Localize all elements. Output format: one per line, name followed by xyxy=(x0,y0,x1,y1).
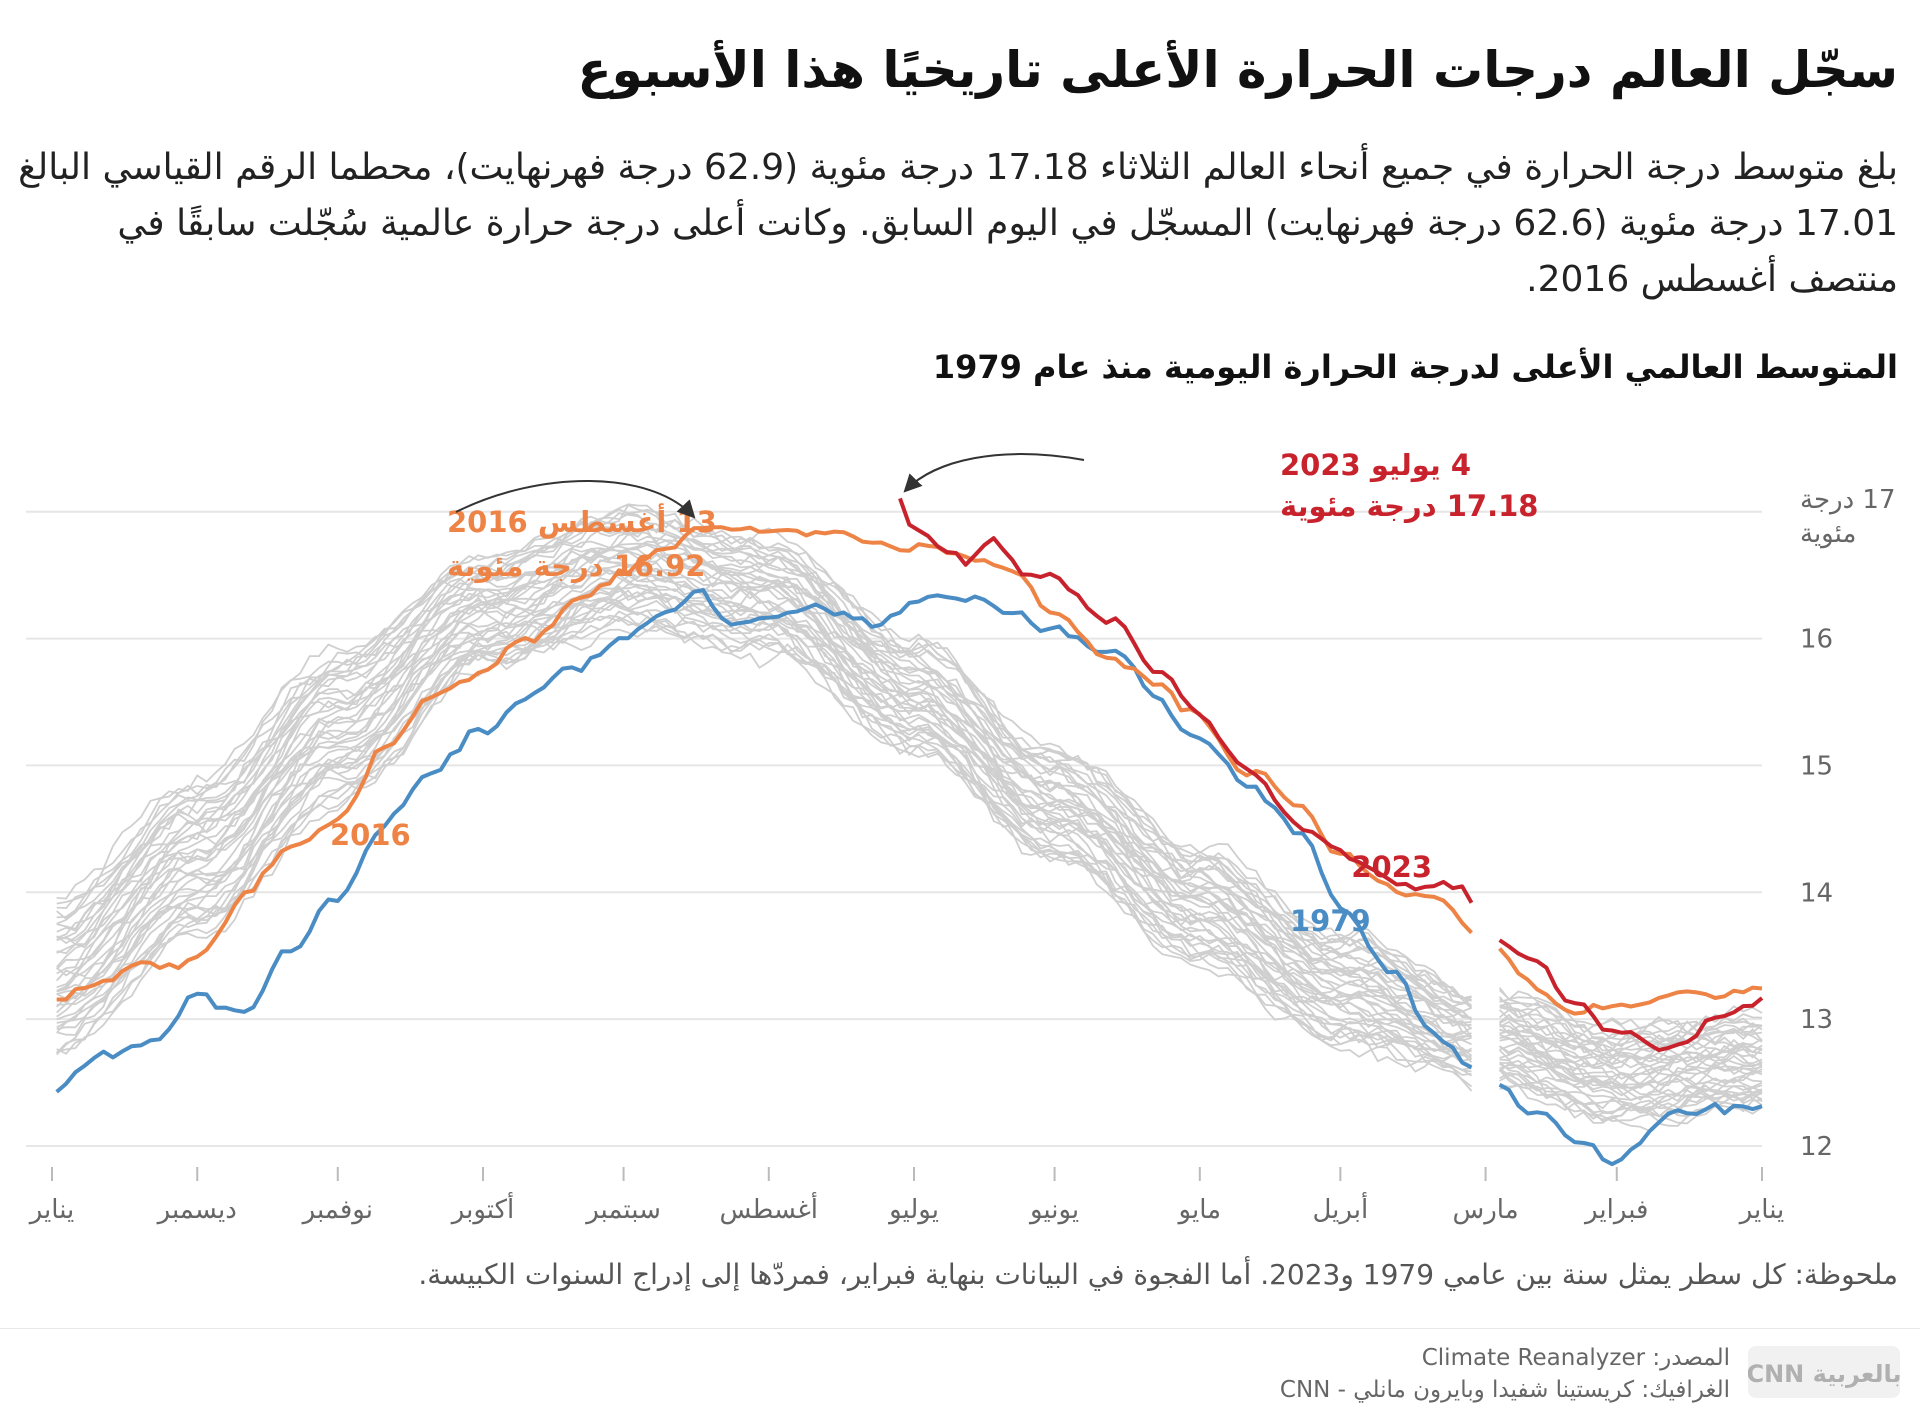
year-line-bg xyxy=(56,512,1763,1041)
x-tick-label: أكتوبر xyxy=(450,1191,514,1225)
x-axis: يناير فبراير مارس أبريل مايو يونيو يوليو أغسطس س… xyxy=(28,1167,1785,1225)
year-line-bg xyxy=(56,610,1763,1123)
series-line-2016 xyxy=(56,525,1763,1016)
other-years-lines xyxy=(56,503,1763,1132)
x-tick-label: يناير xyxy=(1738,1195,1785,1225)
x-tick-label: أبريل xyxy=(1312,1191,1368,1225)
series-line-1979 xyxy=(55,588,1763,1167)
page-title: سجّل العالم درجات الحرارة الأعلى تاريخيً… xyxy=(577,41,1898,99)
annotation-2016-arrow xyxy=(455,480,696,519)
y-axis: 17 درجة مئوية 12 13 14 15 16 xyxy=(1800,485,1896,1162)
series-label-1979: 1979 xyxy=(1290,904,1371,938)
y-tick-label: 13 xyxy=(1800,1005,1833,1035)
y-tick-label: 15 xyxy=(1800,751,1833,781)
x-tick-label: ديسمبر xyxy=(156,1195,237,1225)
footer-divider xyxy=(0,1328,1920,1329)
y-tick-label: 14 xyxy=(1800,878,1833,908)
highlighted-years-lines xyxy=(55,497,1764,1167)
x-tick-label: يناير xyxy=(28,1195,75,1225)
annotation-2023-arrow xyxy=(903,453,1085,493)
x-tick-label: فبراير xyxy=(1583,1195,1648,1225)
grid-lines xyxy=(26,510,1762,1147)
y-tick-label: 16 xyxy=(1800,625,1833,655)
chart-note: ملحوظة: كل سطر يمثل سنة بين عامي 1979 و2… xyxy=(418,1258,1898,1291)
x-tick-label: أغسطس xyxy=(720,1191,819,1225)
year-line-bg xyxy=(56,531,1763,1057)
x-tick-label: يوليو xyxy=(887,1195,939,1225)
year-line-bg xyxy=(56,503,1763,1048)
annotation-2023-value: 17.18 درجة مئوية xyxy=(1280,489,1538,523)
cnn-arabic-logo: بالعربية CNN xyxy=(1746,1342,1902,1402)
chart-title: المتوسط العالمي الأعلى لدرجة الحرارة الي… xyxy=(932,348,1898,386)
x-tick-label: نوفمبر xyxy=(301,1195,373,1225)
x-tick-label: سبتمبر xyxy=(584,1195,661,1225)
year-line-bg xyxy=(56,569,1763,1090)
annotation-2023-date: 4 يوليو 2023 xyxy=(1280,448,1471,482)
year-line-bg xyxy=(56,508,1763,1035)
logo-text: بالعربية CNN xyxy=(1748,1360,1900,1388)
annotation-2016-date: 13 أغسطس 2016 xyxy=(447,503,717,539)
y-unit-label-line1: 17 درجة xyxy=(1800,485,1896,515)
annotation-2016-value: 16.92 درجة مئوية xyxy=(447,549,705,583)
y-unit-label-line2: مئوية xyxy=(1800,519,1856,549)
temperature-chart: 17 درجة مئوية 12 13 14 15 16 يناير فبراير مارس… xyxy=(26,448,1896,1225)
series-label-2016: 2016 xyxy=(330,818,411,852)
description: بلغ متوسط درجة الحرارة في جميع أنحاء الع… xyxy=(18,147,1898,300)
x-tick-label: مايو xyxy=(1177,1195,1222,1225)
annotations: 13 أغسطس 2016 16.92 درجة مئوية 4 يوليو 2… xyxy=(330,448,1538,938)
year-line-bg xyxy=(56,540,1763,1059)
x-tick-label: يونيو xyxy=(1028,1195,1079,1225)
year-line-bg xyxy=(56,611,1763,1120)
source-credits: المصدر: Climate Reanalyzer الغرافيك: كري… xyxy=(1280,1342,1730,1406)
source-line: المصدر: Climate Reanalyzer xyxy=(1421,1345,1730,1371)
x-tick-label: مارس xyxy=(1453,1195,1519,1225)
year-line-bg xyxy=(56,617,1763,1132)
year-line-bg xyxy=(56,530,1763,1057)
y-tick-label: 12 xyxy=(1800,1132,1833,1162)
series-label-2023: 2023 xyxy=(1351,850,1432,884)
graphic-credit-line: الغرافيك: كريستينا شفيدا وبايرون مانلي -… xyxy=(1279,1377,1730,1403)
series-line-2023 xyxy=(898,497,1764,1053)
